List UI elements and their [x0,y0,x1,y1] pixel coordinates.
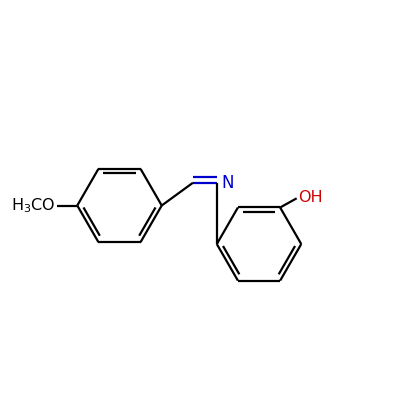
Text: H$_3$CO: H$_3$CO [11,196,55,215]
Text: N: N [221,174,234,192]
Text: OH: OH [298,190,323,205]
